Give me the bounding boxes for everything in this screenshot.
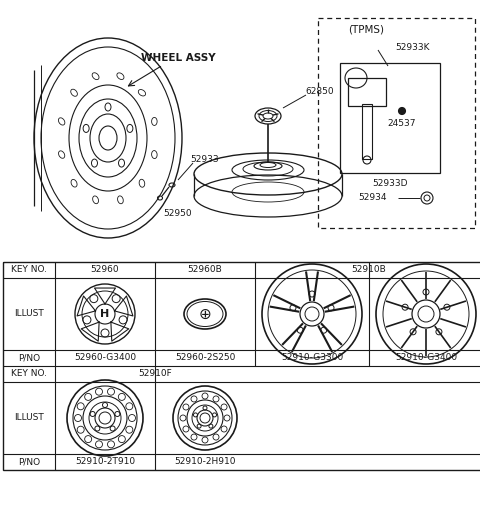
Text: 52910-G3400: 52910-G3400: [395, 353, 457, 363]
Text: 52910-2H910: 52910-2H910: [174, 458, 236, 466]
Text: P/NO: P/NO: [18, 458, 40, 466]
Text: 52933K: 52933K: [396, 43, 430, 53]
Bar: [348, 78, 386, 106]
Text: WHEEL ASSY: WHEEL ASSY: [141, 53, 216, 63]
Text: KEY NO.: KEY NO.: [11, 369, 47, 379]
Text: 52910B: 52910B: [352, 266, 386, 275]
Text: 52934: 52934: [359, 194, 387, 202]
Text: 24537: 24537: [388, 119, 416, 127]
Text: (TPMS): (TPMS): [348, 25, 384, 35]
Text: 52910-G3300: 52910-G3300: [281, 353, 343, 363]
Bar: [340, 63, 440, 173]
Text: 52960B: 52960B: [188, 266, 222, 275]
Text: 52960: 52960: [91, 266, 120, 275]
Text: ILLUST: ILLUST: [14, 413, 44, 423]
Text: 52910F: 52910F: [138, 369, 172, 379]
Ellipse shape: [398, 107, 406, 115]
Text: 52960-2S250: 52960-2S250: [175, 353, 235, 363]
Text: ⊕: ⊕: [199, 307, 211, 321]
Text: 52950: 52950: [164, 208, 192, 218]
Text: 52933D: 52933D: [372, 179, 408, 187]
Text: P/NO: P/NO: [18, 353, 40, 363]
Text: H: H: [100, 309, 109, 319]
Bar: [3, 262, 480, 470]
Bar: [318, 18, 475, 228]
Text: KEY NO.: KEY NO.: [11, 266, 47, 275]
Text: 52933: 52933: [191, 155, 219, 165]
Text: 52910-2T910: 52910-2T910: [75, 458, 135, 466]
Text: 62850: 62850: [306, 88, 334, 96]
Text: ILLUST: ILLUST: [14, 310, 44, 318]
Bar: [362, 104, 372, 159]
Text: 52960-G3400: 52960-G3400: [74, 353, 136, 363]
